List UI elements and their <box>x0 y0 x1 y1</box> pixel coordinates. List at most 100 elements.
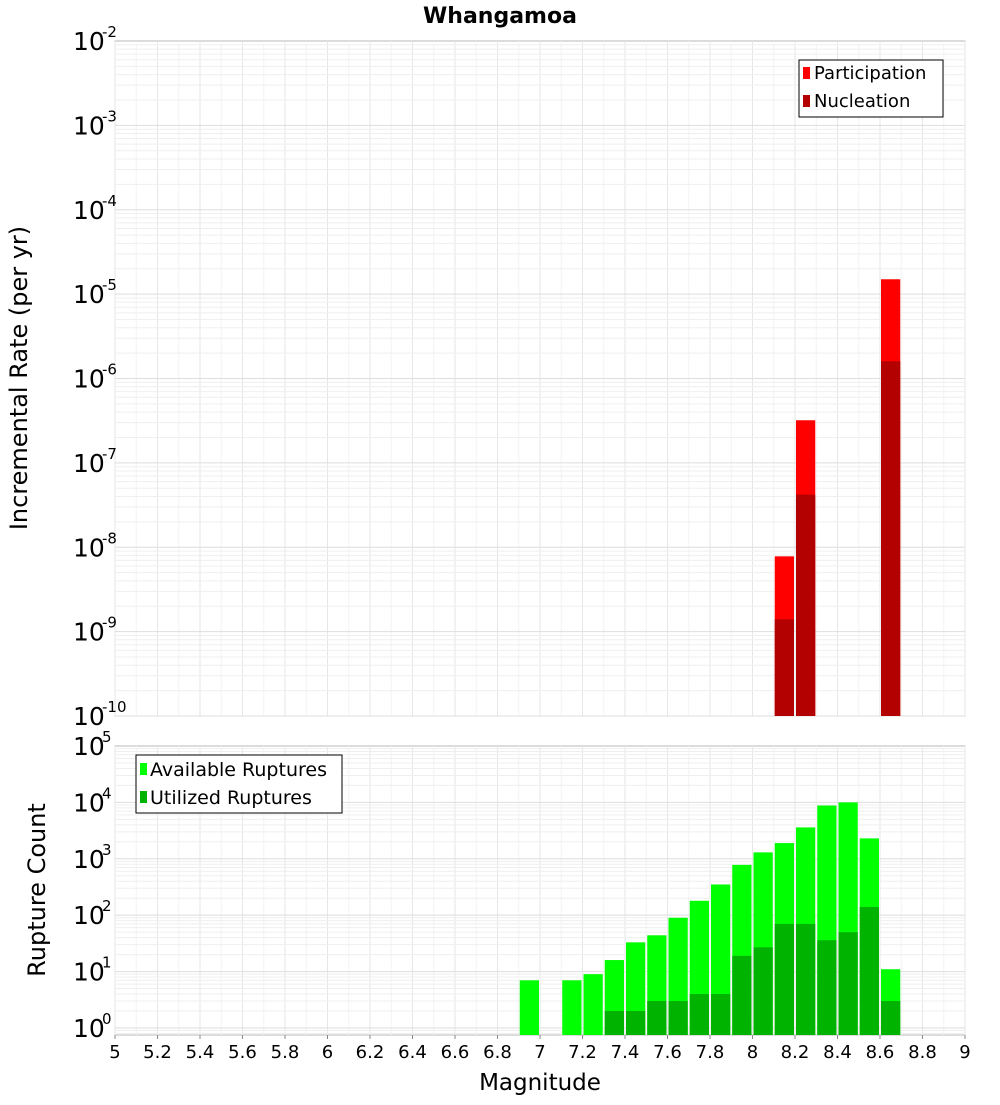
rate-y-tick-label: 10-9 <box>73 614 117 647</box>
count-y-tick-label: 104 <box>73 784 112 817</box>
x-tick-label: 5.8 <box>271 1042 300 1063</box>
count-y-tick-base: 10 <box>73 958 105 987</box>
available-legend-label: Available Ruptures <box>150 759 327 781</box>
x-tick-label: 5.6 <box>228 1042 257 1063</box>
count-y-tick-exp: 3 <box>102 841 112 859</box>
count-bars <box>519 802 901 1035</box>
rate-y-tick-label: 10-2 <box>73 23 117 56</box>
rate-y-tick-exp: -2 <box>102 23 117 41</box>
count-bar-b <box>817 940 837 1035</box>
count-y-tick-exp: 5 <box>102 728 112 746</box>
count-bar-a <box>562 980 582 1035</box>
rate-y-tick-exp: -7 <box>102 445 117 463</box>
rate-y-tick-exp: -6 <box>102 361 117 379</box>
x-tick-label: 5 <box>109 1042 120 1063</box>
rate-y-tick-base: 10 <box>73 111 105 140</box>
rate-y-tick-exp: -3 <box>102 107 117 125</box>
count-legend: Available Ruptures Utilized Ruptures <box>135 754 343 814</box>
rate-bar-b <box>774 619 794 716</box>
count-bar-b <box>753 947 773 1035</box>
count-bar-b <box>689 994 709 1035</box>
rate-y-tick-exp: -5 <box>102 276 117 294</box>
count-bar-b <box>732 955 752 1035</box>
rate-y-tick-label: 10-10 <box>73 698 127 731</box>
count-y-tick-base: 10 <box>73 732 105 761</box>
rate-bar-b <box>881 361 901 716</box>
count-y-axis-label: Rupture Count <box>23 803 51 977</box>
count-y-tick-label: 100 <box>73 1010 112 1043</box>
count-y-tick-base: 10 <box>73 1014 105 1043</box>
count-bar-b <box>668 1001 688 1035</box>
rate-y-tick-label: 10-7 <box>73 445 117 478</box>
rate-legend: Participation Nucleation <box>798 59 944 118</box>
count-legend-box <box>135 754 343 814</box>
count-y-tick-exp: 2 <box>102 897 112 915</box>
x-tick-label: 7 <box>534 1042 545 1063</box>
x-tick-label: 8.2 <box>781 1042 810 1063</box>
x-tick-label: 9 <box>959 1042 970 1063</box>
nucleation-legend-swatch <box>803 95 810 107</box>
participation-legend-swatch <box>803 67 810 79</box>
x-tick-label: 6.4 <box>398 1042 427 1063</box>
count-bar-b <box>711 994 731 1035</box>
rate-gridlines <box>114 41 966 717</box>
rate-y-tick-label: 10-5 <box>73 276 117 309</box>
x-tick-label: 8.8 <box>908 1042 937 1063</box>
rate-y-tick-base: 10 <box>73 702 105 731</box>
count-bar-b <box>626 1010 646 1035</box>
rate-y-tick-base: 10 <box>73 533 105 562</box>
available-legend-swatch <box>140 763 147 775</box>
chart-title: Whangamoa <box>423 4 577 29</box>
x-tick-label: 6 <box>322 1042 333 1063</box>
x-tick-label: 8.4 <box>823 1042 852 1063</box>
count-y-tick-base: 10 <box>73 901 105 930</box>
count-y-tick-exp: 4 <box>102 784 112 802</box>
x-axis-label: Magnitude <box>479 1070 601 1096</box>
rate-y-tick-exp: -9 <box>102 614 117 632</box>
count-y-tick-label: 103 <box>73 841 112 874</box>
x-axis-ticks: 5 5.2 5.4 5.6 5.8 6 6.2 6.4 6.6 6.8 7 7.2 7.4 7.6 7.8 8… <box>109 1035 971 1063</box>
count-bar-a <box>583 974 603 1035</box>
rate-bars <box>774 279 901 716</box>
rate-y-tick-label: 10-4 <box>73 192 117 225</box>
rate-y-tick-base: 10 <box>73 618 105 647</box>
count-bar-b <box>604 1010 624 1035</box>
rate-y-tick-base: 10 <box>73 196 105 225</box>
count-bar-b <box>881 1001 901 1035</box>
rate-y-tick-exp: -8 <box>102 529 117 547</box>
count-bar-a <box>519 980 539 1035</box>
count-bar-b <box>859 906 879 1035</box>
count-y-tick-label: 102 <box>73 897 112 930</box>
x-tick-label: 6.2 <box>356 1042 385 1063</box>
count-bar-b <box>796 923 816 1035</box>
x-tick-label: 5.4 <box>186 1042 215 1063</box>
count-y-tick-label: 101 <box>73 954 112 987</box>
x-tick-label: 6.8 <box>483 1042 512 1063</box>
count-y-tick-base: 10 <box>73 845 105 874</box>
count-bar-b <box>647 1001 667 1035</box>
rate-y-tick-base: 10 <box>73 449 105 478</box>
count-bar-b <box>838 932 858 1035</box>
x-tick-label: 5.2 <box>143 1042 172 1063</box>
rate-y-tick-exp: -4 <box>102 192 117 210</box>
x-tick-label: 7.4 <box>611 1042 640 1063</box>
rate-bar-b <box>796 494 816 716</box>
rate-y-tick-label: 10-8 <box>73 529 117 562</box>
x-tick-label: 7.2 <box>568 1042 597 1063</box>
rate-y-tick-base: 10 <box>73 365 105 394</box>
x-tick-label: 7.6 <box>653 1042 682 1063</box>
nucleation-legend-label: Nucleation <box>814 91 910 112</box>
utilized-legend-swatch <box>140 791 147 803</box>
utilized-legend-label: Utilized Ruptures <box>150 787 312 809</box>
count-y-tick-label: 105 <box>73 728 112 761</box>
rate-y-tick-exp: -10 <box>102 698 127 716</box>
x-tick-label: 7.8 <box>696 1042 725 1063</box>
rate-y-axis-label: Incremental Rate (per yr) <box>5 226 33 530</box>
participation-legend-label: Participation <box>814 63 926 84</box>
count-bar-b <box>774 923 794 1035</box>
